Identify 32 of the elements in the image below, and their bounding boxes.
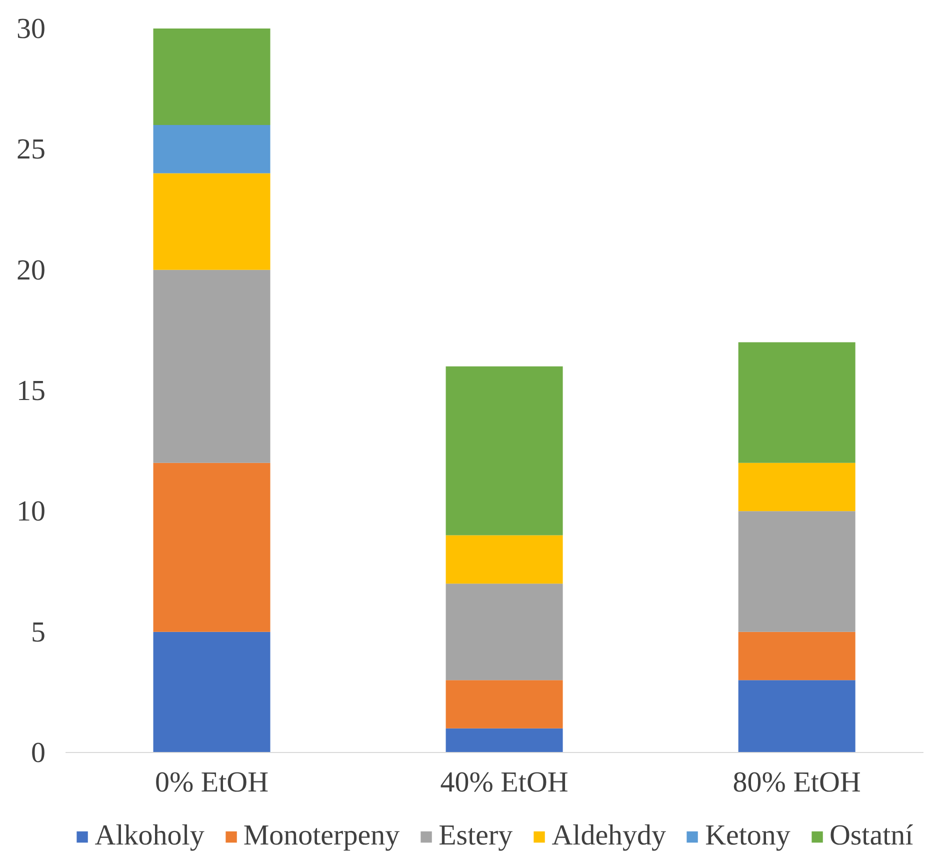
bar: [446, 728, 563, 752]
bar: [738, 342, 856, 463]
y-tick-label: 25: [16, 134, 46, 166]
bar: [738, 632, 856, 680]
bar: [153, 270, 270, 463]
legend-label: Ostatní: [829, 820, 914, 852]
x-tick-label: 0% EtOH: [154, 766, 269, 798]
y-tick-label: 10: [16, 496, 46, 528]
legend-label: Estery: [438, 820, 513, 852]
x-tick-label: 80% EtOH: [732, 766, 861, 798]
legend-label: Aldehydy: [552, 820, 666, 852]
bar: [446, 366, 563, 536]
legend-label: Alkoholy: [94, 820, 204, 852]
bar: [446, 584, 563, 680]
y-tick-label: 30: [16, 13, 46, 45]
legend-label: Ketony: [705, 820, 790, 852]
bar: [153, 462, 270, 632]
bar: [153, 173, 270, 270]
bar: [446, 535, 563, 584]
y-tick-label: 0: [31, 737, 46, 769]
bar: [153, 125, 270, 174]
bar: [153, 28, 270, 126]
bar: [738, 511, 856, 632]
y-tick-label: 20: [16, 254, 46, 286]
bar: [446, 680, 563, 728]
bar: [738, 680, 856, 752]
legend-label: Monoterpeny: [243, 820, 400, 852]
bar: [153, 632, 270, 752]
bar: [738, 462, 856, 512]
y-tick-label: 15: [16, 375, 46, 407]
y-tick-label: 5: [31, 616, 46, 648]
x-tick-label: 40% EtOH: [440, 766, 568, 798]
